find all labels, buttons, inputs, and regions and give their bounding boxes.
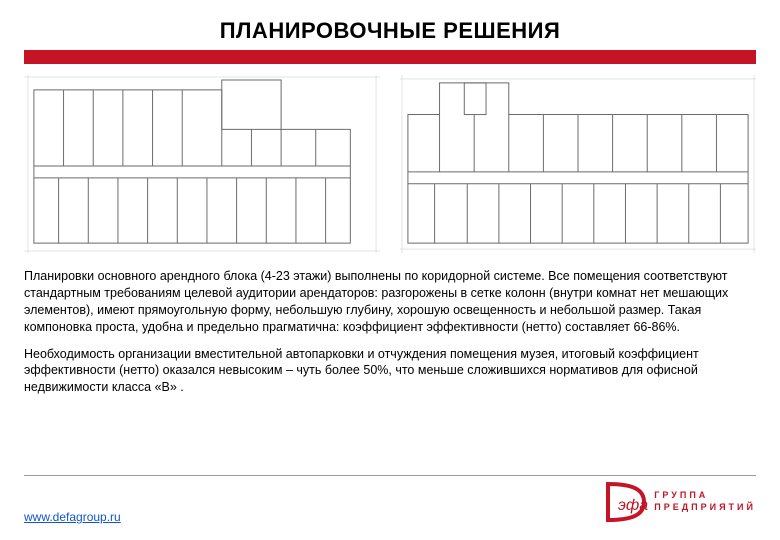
- floorplan-left-svg: [24, 74, 380, 254]
- floorplan-row: [24, 74, 756, 254]
- paragraph-1: Планировки основного арендного блока (4-…: [24, 268, 756, 336]
- accent-bar: [24, 50, 756, 64]
- logo-line-2: ПРЕДПРИЯТИЙ: [654, 502, 756, 514]
- logo-mark: эфа: [604, 480, 648, 524]
- logo-text: ГРУППА ПРЕДПРИЯТИЙ: [654, 490, 756, 513]
- logo: эфа ГРУППА ПРЕДПРИЯТИЙ: [604, 480, 756, 524]
- floorplan-right-svg: [400, 74, 756, 254]
- floorplan-right: [400, 74, 756, 254]
- logo-line-1: ГРУППА: [654, 490, 756, 502]
- page-title: ПЛАНИРОВОЧНЫЕ РЕШЕНИЯ: [24, 18, 756, 44]
- footer: www.defagroup.ru эфа ГРУППА ПРЕДПРИЯТИЙ: [24, 475, 756, 524]
- footer-link[interactable]: www.defagroup.ru: [24, 510, 121, 524]
- logo-word: эфа: [618, 497, 648, 514]
- slide-page: ПЛАНИРОВОЧНЫЕ РЕШЕНИЯ: [0, 0, 780, 540]
- body-text: Планировки основного арендного блока (4-…: [24, 268, 756, 406]
- paragraph-2: Необходимость организации вместительной …: [24, 346, 756, 397]
- floorplan-left: [24, 74, 380, 254]
